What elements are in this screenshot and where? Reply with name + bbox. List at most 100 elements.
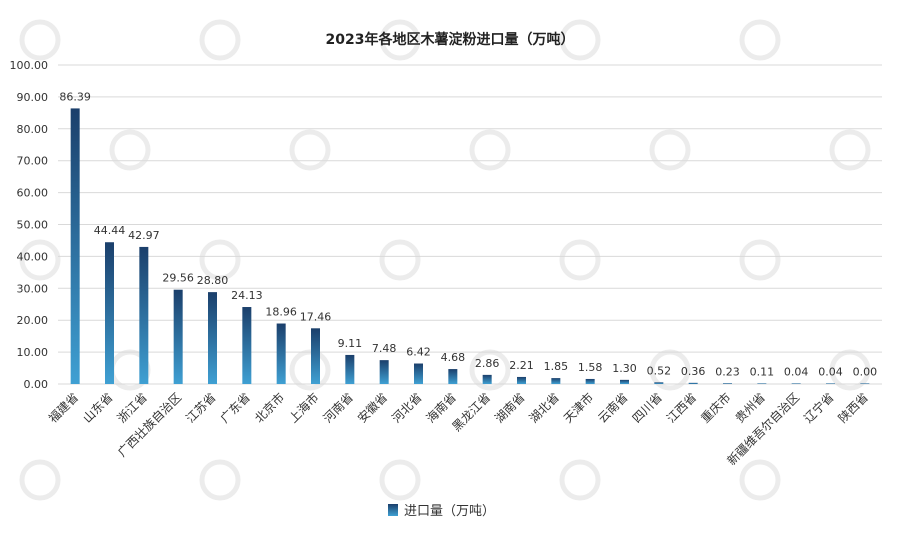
data-label: 9.11 [338, 337, 363, 350]
watermark-logo [289, 349, 331, 391]
data-label: 24.13 [231, 289, 263, 302]
data-label: 0.04 [784, 365, 809, 378]
watermark-logo [109, 129, 151, 171]
bar-12 [482, 374, 492, 384]
data-label: 42.97 [128, 229, 160, 242]
data-label: 44.44 [94, 224, 126, 237]
y-tick-label: 20.00 [17, 314, 49, 327]
bar-11 [448, 369, 458, 384]
bar-9 [379, 360, 389, 384]
x-category-label: 陕西省 [835, 390, 871, 426]
bar-6 [276, 323, 286, 384]
bar-14 [551, 378, 561, 384]
watermark-logo [649, 129, 691, 171]
bar-5 [242, 307, 252, 384]
y-tick-label: 70.00 [17, 155, 49, 168]
data-label: 7.48 [372, 342, 397, 355]
x-category-label: 云南省 [595, 390, 631, 426]
x-category-label: 湖北省 [526, 390, 562, 426]
watermark-logo [559, 459, 601, 501]
watermark-logo [739, 459, 781, 501]
x-category-label: 河南省 [320, 390, 356, 426]
watermark-logo [829, 129, 871, 171]
x-category-label: 河北省 [389, 390, 424, 425]
gridlines [58, 64, 882, 385]
legend-label: 进口量（万吨） [404, 504, 495, 519]
x-category-label: 安徽省 [354, 390, 390, 426]
watermark-logo [379, 459, 421, 501]
bar-1 [105, 242, 114, 384]
x-category-label: 广西壮族自治区 [115, 390, 184, 459]
bar-20 [757, 383, 767, 384]
y-tick-label: 60.00 [17, 187, 49, 200]
x-category-label: 山东省 [80, 390, 115, 425]
bar-4 [208, 292, 217, 384]
x-category-label: 江苏省 [183, 390, 218, 425]
data-label: 1.58 [578, 361, 603, 374]
y-tick-label: 30.00 [17, 282, 49, 295]
bar-22 [826, 383, 835, 384]
y-tick-label: 0.00 [24, 378, 49, 391]
y-tick-label: 80.00 [17, 123, 49, 136]
bar-13 [517, 376, 526, 384]
watermark-logo [379, 239, 421, 281]
bar-10 [414, 363, 423, 384]
legend-swatch [388, 504, 398, 516]
bar-7 [311, 328, 320, 384]
data-label: 0.23 [715, 365, 740, 378]
watermark-logo [19, 19, 61, 61]
bar-21 [791, 383, 801, 384]
bar-23 [860, 383, 870, 384]
data-label: 1.30 [612, 362, 637, 375]
bar-16 [620, 379, 629, 384]
x-category-label: 江西省 [664, 390, 699, 425]
x-axis-categories: 福建省山东省浙江省广西壮族自治区江苏省广东省北京市上海市河南省安徽省河北省海南省… [45, 390, 871, 468]
bars [70, 108, 870, 385]
y-tick-label: 50.00 [17, 219, 49, 232]
x-category-label: 天津市 [560, 390, 596, 426]
y-tick-label: 100.00 [10, 59, 49, 72]
watermark-logo [199, 459, 241, 501]
watermark-logo [379, 19, 421, 61]
data-label: 6.42 [406, 346, 431, 359]
watermark-logo [559, 239, 601, 281]
watermark-logo [739, 239, 781, 281]
data-label: 29.56 [162, 272, 194, 285]
bar-19 [723, 383, 732, 384]
x-category-label: 上海市 [286, 390, 322, 426]
watermark-logo [289, 129, 331, 171]
x-category-label: 广东省 [218, 390, 253, 425]
data-label: 0.11 [750, 365, 775, 378]
x-category-label: 辽宁省 [801, 390, 837, 426]
data-label: 18.96 [265, 306, 297, 319]
x-category-label: 黑龙江省 [449, 390, 493, 434]
chart-title: 2023年各地区木薯淀粉进口量（万吨） [326, 31, 575, 48]
data-label: 0.52 [647, 364, 672, 377]
bar-17 [654, 382, 664, 384]
watermark-layer [19, 19, 871, 501]
watermark-logo [739, 19, 781, 61]
watermark-logo [19, 239, 61, 281]
bar-2 [139, 246, 149, 384]
data-label: 17.46 [300, 310, 332, 323]
legend: 进口量（万吨） [388, 504, 495, 519]
data-label: 0.04 [818, 365, 843, 378]
x-category-label: 北京市 [251, 390, 287, 426]
x-category-label: 福建省 [45, 390, 81, 426]
x-category-label: 重庆市 [698, 390, 734, 426]
bar-15 [585, 378, 595, 384]
x-category-label: 湖南省 [492, 390, 528, 426]
data-label: 0.00 [853, 365, 878, 378]
watermark-logo [199, 239, 241, 281]
watermark-logo [469, 129, 511, 171]
watermark-logo [19, 459, 61, 501]
data-label: 86.39 [59, 90, 91, 103]
data-label: 2.86 [475, 357, 500, 370]
watermark-logo [559, 19, 601, 61]
bar-18 [688, 382, 698, 384]
bar-0 [70, 108, 80, 385]
bar-3 [173, 289, 183, 384]
data-label: 4.68 [441, 351, 466, 364]
